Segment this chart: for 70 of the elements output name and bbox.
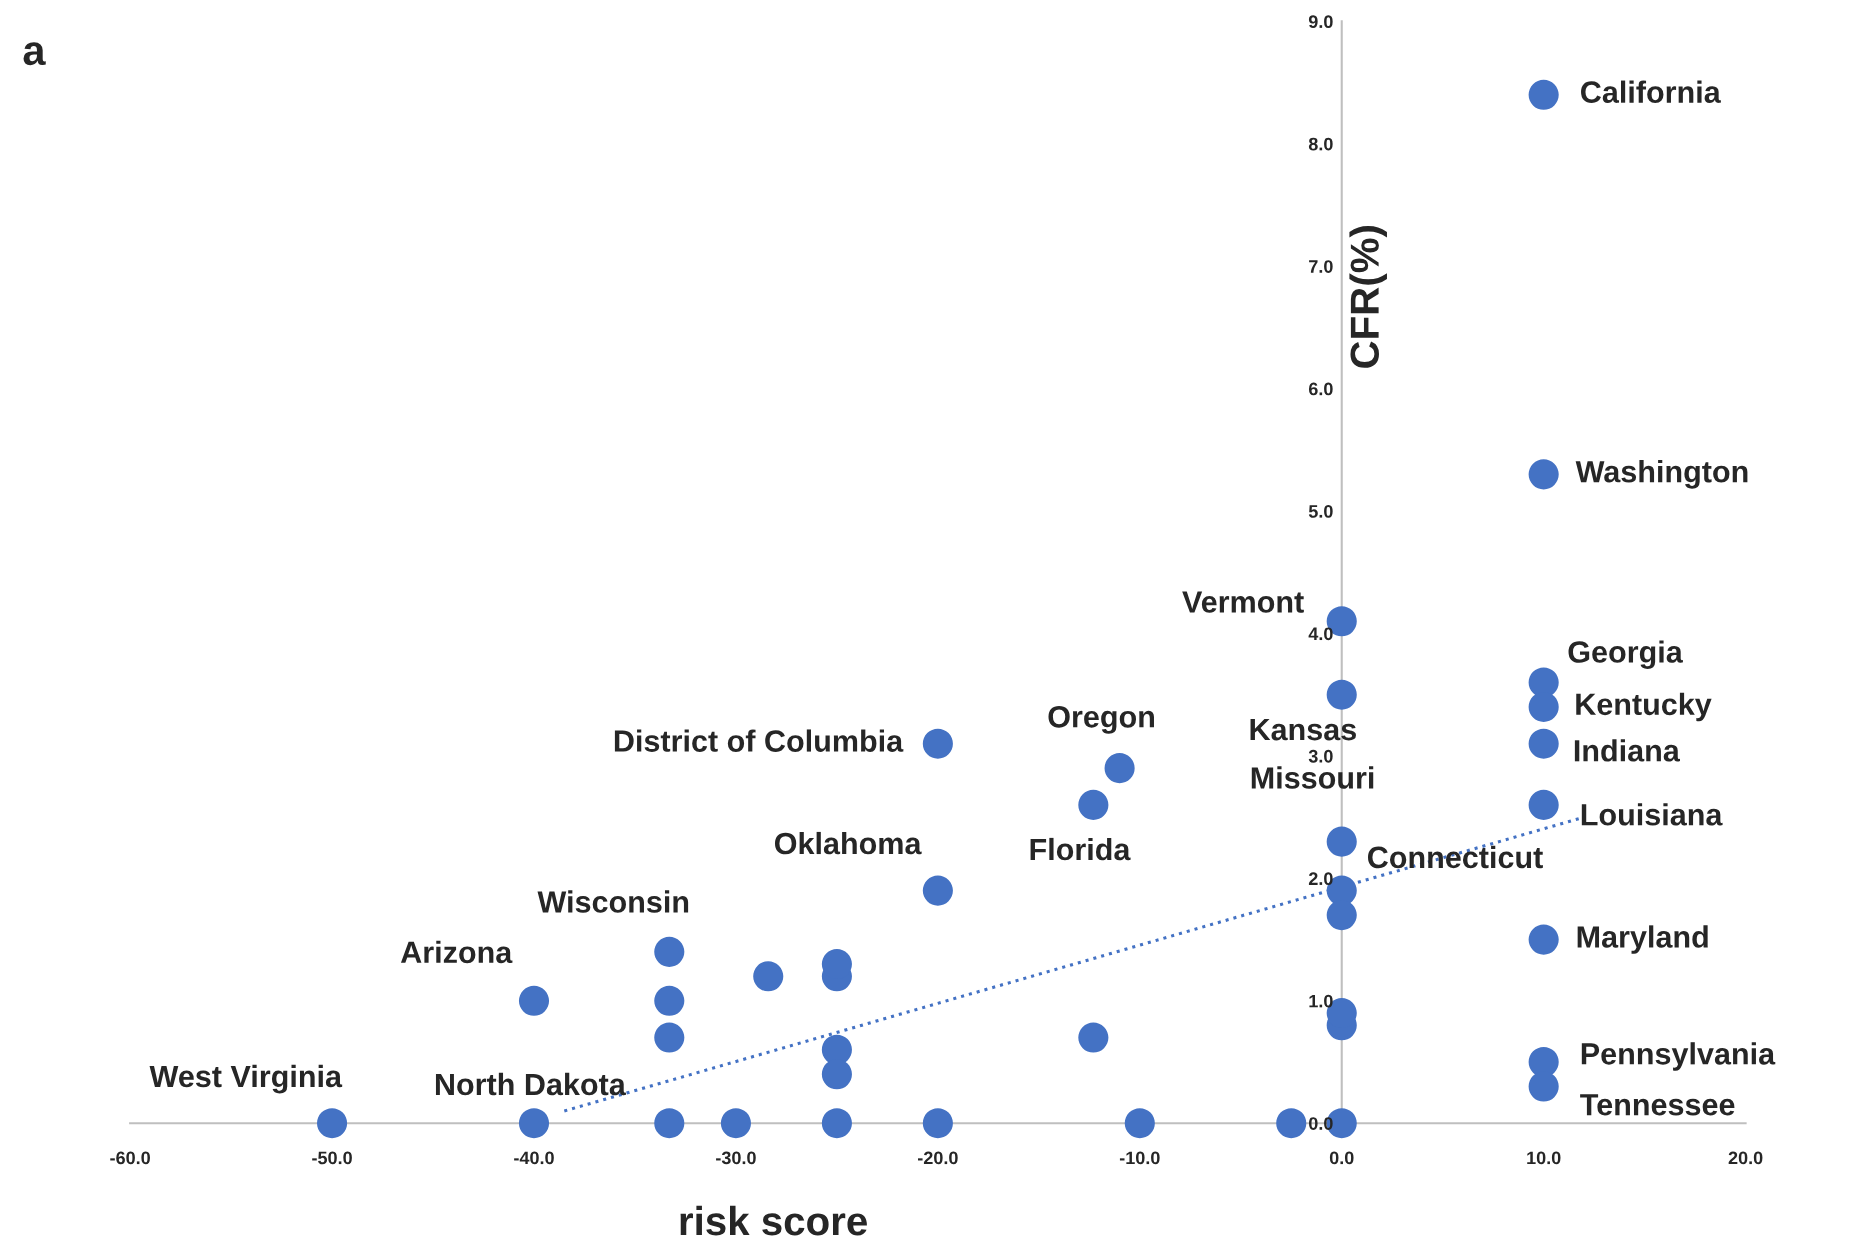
- annotation: Wisconsin: [537, 890, 689, 913]
- point: [1528, 1071, 1559, 1102]
- point: [654, 985, 685, 1016]
- x-tick-label: -10.0: [1119, 1151, 1160, 1165]
- annotation: Missouri: [1251, 766, 1374, 789]
- annotation: Oklahoma: [774, 831, 922, 855]
- y-axis-title: CFR(%): [1349, 226, 1387, 368]
- y-tick-label: 2.0: [1308, 872, 1333, 886]
- annotation: Louisiana: [1581, 803, 1723, 826]
- point: [654, 1108, 685, 1139]
- point: [821, 1108, 852, 1139]
- point: [821, 1059, 852, 1090]
- point: [1528, 79, 1559, 110]
- x-axis-title: risk score: [680, 1205, 867, 1236]
- annotation: Kentucky: [1576, 692, 1712, 722]
- point: [1124, 1108, 1155, 1139]
- annotation: Kansas: [1250, 719, 1356, 741]
- point: [1078, 1022, 1109, 1053]
- point: [1276, 1108, 1307, 1139]
- x-tick-label: 0.0: [1329, 1151, 1354, 1165]
- point: [1528, 789, 1559, 820]
- annotation: California: [1581, 80, 1721, 103]
- annotation: Arizona: [400, 940, 513, 964]
- annotation: Georgia: [1568, 640, 1683, 669]
- x-tick-label: -50.0: [312, 1151, 352, 1165]
- y-tick-label: 7.0: [1309, 260, 1333, 273]
- annotation: West Virginia: [149, 1064, 343, 1094]
- annotation: Washington: [1575, 460, 1748, 489]
- annotation: Tennessee: [1580, 1094, 1735, 1116]
- y-tick-label: 4.0: [1308, 627, 1333, 641]
- point: [1528, 459, 1559, 490]
- annotation: Indiana: [1574, 739, 1680, 762]
- point: [1104, 753, 1135, 784]
- x-tick-label: 20.0: [1728, 1151, 1763, 1165]
- point: [922, 728, 953, 759]
- point: [518, 1108, 550, 1139]
- annotation: Maryland: [1577, 925, 1708, 954]
- x-tick-label: -20.0: [918, 1151, 958, 1165]
- y-tick-label: 1.0: [1309, 994, 1333, 1008]
- point: [654, 1022, 685, 1053]
- x-tick-label: 10.0: [1527, 1151, 1561, 1165]
- point: [1528, 728, 1559, 759]
- point: [720, 1108, 751, 1139]
- x-tick-label: -40.0: [514, 1151, 554, 1165]
- point: [1326, 679, 1357, 710]
- annotation: Vermont: [1182, 591, 1304, 613]
- point: [1326, 826, 1357, 857]
- y-tick-label: 5.0: [1308, 505, 1333, 518]
- y-tick-label: 3.0: [1308, 749, 1333, 763]
- x-tick-label: -30.0: [716, 1151, 756, 1165]
- text: a: [23, 42, 46, 66]
- point: [922, 1108, 953, 1139]
- point: [1326, 900, 1357, 931]
- point: [654, 936, 685, 967]
- point: [922, 875, 953, 906]
- point: [1528, 691, 1559, 723]
- y-tick-label: 8.0: [1308, 137, 1333, 151]
- point: [1078, 789, 1109, 820]
- x-tick-label: -60.0: [110, 1151, 150, 1165]
- point: [1528, 924, 1559, 955]
- annotation: District of Columbia: [614, 729, 904, 752]
- point: [753, 961, 784, 992]
- point: [317, 1108, 348, 1139]
- y-tick-label: 9.0: [1308, 15, 1333, 29]
- annotation: Florida: [1030, 837, 1131, 861]
- annotation: Pennsylvania: [1581, 1042, 1776, 1071]
- y-tick-label: 6.0: [1308, 382, 1333, 396]
- annotation: Oregon: [1048, 705, 1154, 734]
- point: [518, 985, 550, 1016]
- annotation: North Dakota: [435, 1072, 626, 1096]
